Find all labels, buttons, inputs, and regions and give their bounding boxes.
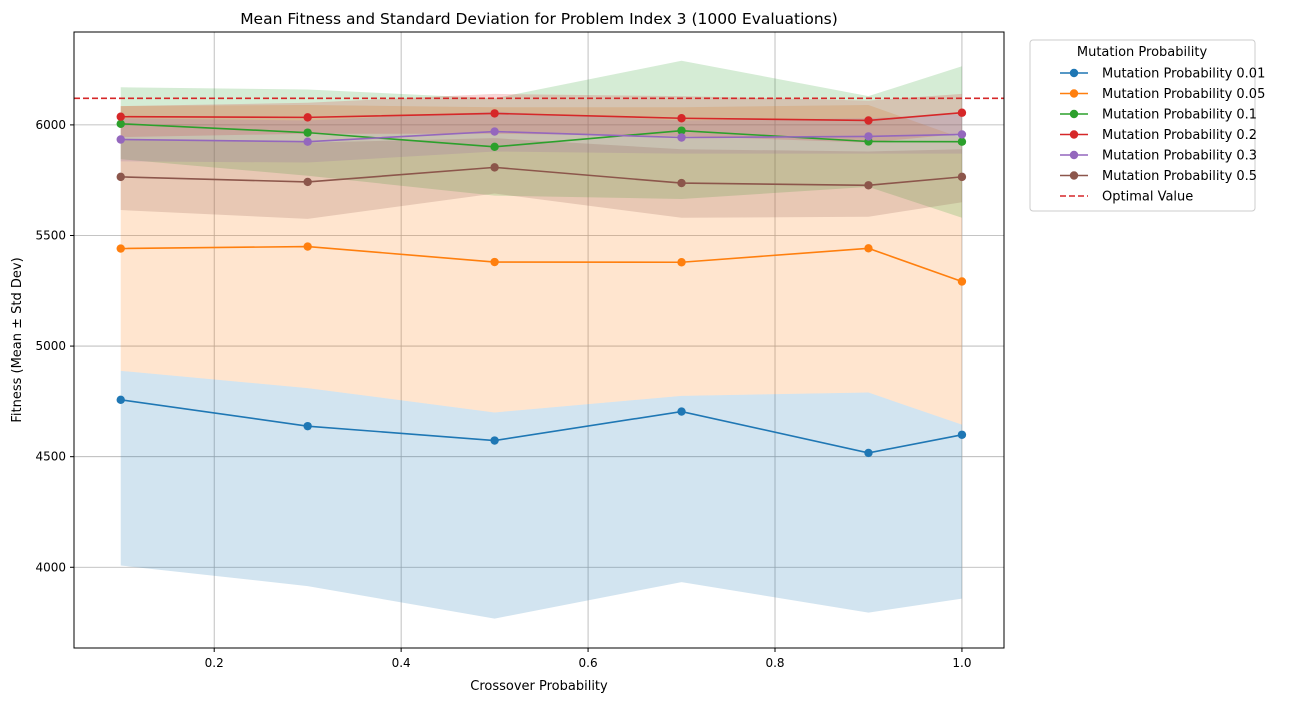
legend-marker <box>1069 130 1079 139</box>
series-line <box>120 166 963 187</box>
data-point <box>303 113 312 122</box>
data-point <box>303 128 312 137</box>
data-point <box>116 244 125 253</box>
x-tick-label: 0.6 <box>579 656 598 670</box>
x-tick-label: 0.8 <box>765 656 784 670</box>
legend-marker <box>1069 68 1079 78</box>
x-tick-label: 0.4 <box>392 656 411 670</box>
legend-marker <box>1069 89 1079 98</box>
data-point <box>677 178 686 188</box>
legend-title: Mutation Probability <box>1077 45 1208 60</box>
std-bands <box>120 60 962 619</box>
data-point <box>490 127 499 136</box>
data-point <box>677 114 686 123</box>
y-axis: 4000 4500 5000 5500 6000 <box>35 118 74 574</box>
std-band <box>120 60 962 218</box>
y-axis-label: Fitness (Mean ± Std Dev) <box>10 257 25 422</box>
data-point <box>864 448 873 458</box>
legend-marker <box>1069 171 1079 180</box>
y-tick-label: 5000 <box>35 339 66 353</box>
legend-marker <box>1069 109 1079 119</box>
data-point <box>116 135 125 144</box>
legend-label: Mutation Probability 0.5 <box>1102 169 1257 184</box>
series-line <box>120 130 962 143</box>
data-point <box>116 395 125 405</box>
data-point <box>677 407 686 416</box>
chart-title: Mean Fitness and Standard Deviation for … <box>240 10 838 28</box>
legend: Mutation Probability Mutation Probabilit… <box>1029 39 1265 212</box>
data-point <box>957 137 967 146</box>
data-point <box>864 244 873 253</box>
y-tick-label: 4000 <box>35 560 66 574</box>
legend-marker <box>1069 150 1079 160</box>
data-point <box>677 126 686 135</box>
std-band <box>120 111 962 163</box>
data-point <box>490 257 499 267</box>
data-point <box>957 430 967 439</box>
std-band <box>120 138 962 219</box>
data-point <box>864 116 873 125</box>
data-point <box>490 109 499 118</box>
series-line <box>120 122 962 148</box>
y-tick-label: 5500 <box>35 228 66 242</box>
data-point <box>957 130 967 139</box>
data-point <box>957 108 967 117</box>
std-band <box>120 370 962 619</box>
legend-label: Optimal Value <box>1102 190 1193 205</box>
data-point <box>490 436 499 445</box>
x-tick-label: 1.0 <box>952 656 971 670</box>
data-point <box>490 163 499 172</box>
series-line <box>120 399 963 454</box>
legend-frame <box>1029 39 1256 212</box>
data-point <box>490 142 499 151</box>
y-tick-label: 6000 <box>35 118 66 132</box>
data-point <box>677 258 686 267</box>
data-point <box>303 421 312 431</box>
x-axis-label: Crossover Probability <box>470 679 608 694</box>
y-tick-label: 4500 <box>35 450 66 464</box>
data-point <box>303 137 312 146</box>
x-tick-label: 0.2 <box>205 656 224 670</box>
data-point <box>116 119 125 128</box>
legend-label: Mutation Probability 0.01 <box>1102 67 1265 82</box>
data-point <box>677 133 686 142</box>
data-point <box>864 132 873 141</box>
legend-label: Mutation Probability 0.05 <box>1102 87 1265 102</box>
data-point <box>303 242 312 251</box>
data-point <box>116 112 125 121</box>
std-band <box>120 93 962 143</box>
data-point <box>957 172 967 182</box>
data-point <box>864 181 873 190</box>
data-point <box>957 277 967 286</box>
data-point <box>116 172 125 182</box>
legend-label: Mutation Probability 0.1 <box>1102 108 1257 123</box>
plot-frame <box>73 31 1005 649</box>
series-lines <box>116 108 967 458</box>
x-axis: 0.2 0.4 0.6 0.8 1.0 <box>205 648 971 670</box>
legend-label: Mutation Probability 0.2 <box>1102 128 1257 143</box>
series-line <box>120 111 963 122</box>
legend-label: Mutation Probability 0.3 <box>1102 149 1257 164</box>
series-line <box>120 245 963 283</box>
data-point <box>303 177 312 187</box>
std-band <box>120 104 962 425</box>
